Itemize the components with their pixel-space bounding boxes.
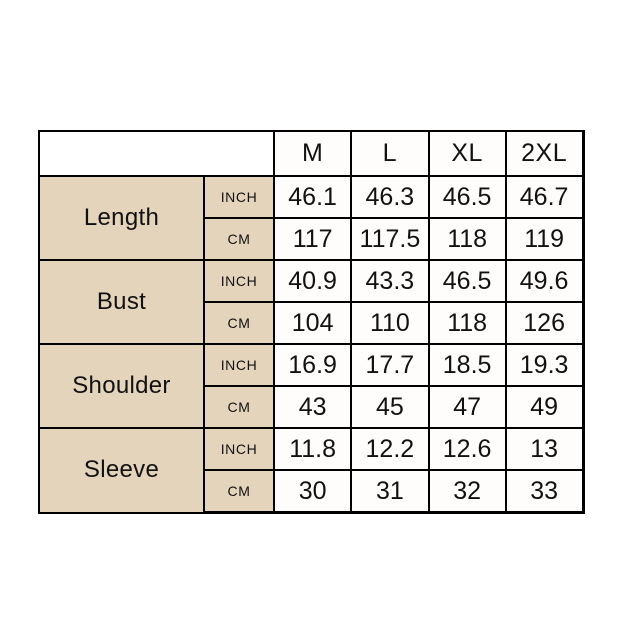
unit-label-cm: CM (203, 385, 275, 429)
cell-shoulder-inch-l: 17.7 (350, 343, 430, 387)
cell-bust-inch-m: 40.9 (272, 259, 353, 303)
cell-sleeve-cm-l: 31 (350, 469, 430, 514)
table-row-sleeve-cm: CM 30 31 32 33 (39, 469, 585, 514)
cell-sleeve-inch-m: 11.8 (272, 427, 353, 471)
cell-shoulder-inch-xl: 18.5 (427, 343, 507, 387)
unit-label-inch: INCH (203, 343, 275, 387)
cell-shoulder-cm-m: 43 (272, 385, 353, 429)
cell-shoulder-cm-l: 45 (350, 385, 430, 429)
row-header-shoulder: Shoulder (38, 343, 205, 429)
column-header-size-xl: XL (427, 130, 507, 177)
cell-sleeve-inch-2xl: 13 (504, 427, 585, 471)
table-row-shoulder-cm: CM 43 45 47 49 (39, 385, 585, 429)
cell-shoulder-inch-2xl: 19.3 (504, 343, 585, 387)
cell-length-inch-2xl: 46.7 (504, 175, 585, 219)
size-chart-table: M L XL 2XL Length INCH 46.1 46.3 46.5 46… (38, 130, 585, 514)
unit-label-cm: CM (203, 469, 275, 514)
cell-bust-cm-m: 104 (272, 301, 353, 345)
table-row-length-cm: CM 117 117.5 118 119 (39, 217, 585, 261)
cell-length-cm-l: 117.5 (350, 217, 430, 261)
unit-label-inch: INCH (203, 427, 275, 471)
size-chart-container: M L XL 2XL Length INCH 46.1 46.3 46.5 46… (38, 130, 585, 514)
cell-bust-inch-2xl: 49.6 (504, 259, 585, 303)
column-header-size-l: L (350, 130, 430, 177)
cell-length-cm-xl: 118 (427, 217, 507, 261)
cell-bust-cm-xl: 118 (427, 301, 507, 345)
row-header-bust: Bust (38, 259, 205, 345)
cell-shoulder-cm-xl: 47 (427, 385, 507, 429)
corner-cell (38, 130, 275, 177)
table-row-shoulder-inch: Shoulder INCH 16.9 17.7 18.5 19.3 (38, 343, 585, 429)
row-header-sleeve: Sleeve (38, 427, 205, 514)
cell-length-inch-xl: 46.5 (427, 175, 507, 219)
column-header-size-2xl: 2XL (504, 130, 585, 177)
cell-bust-cm-l: 110 (350, 301, 430, 345)
cell-bust-inch-xl: 46.5 (427, 259, 507, 303)
cell-sleeve-inch-xl: 12.6 (427, 427, 507, 471)
row-header-length: Length (38, 175, 205, 261)
table-row-bust-inch: Bust INCH 40.9 43.3 46.5 49.6 (38, 259, 585, 345)
table-body: Length INCH 46.1 46.3 46.5 46.7 CM 117 1… (38, 175, 585, 514)
cell-shoulder-cm-2xl: 49 (504, 385, 585, 429)
table-row-sleeve-inch: Sleeve INCH 11.8 12.2 12.6 13 (38, 427, 585, 514)
unit-label-cm: CM (203, 301, 275, 345)
cell-length-cm-2xl: 119 (504, 217, 585, 261)
column-header-size-m: M (272, 130, 353, 177)
cell-bust-inch-l: 43.3 (350, 259, 430, 303)
cell-sleeve-cm-2xl: 33 (504, 469, 585, 514)
table-header: M L XL 2XL (38, 130, 585, 177)
unit-label-cm: CM (203, 217, 275, 261)
cell-shoulder-inch-m: 16.9 (272, 343, 353, 387)
unit-label-inch: INCH (203, 259, 275, 303)
table-row-length-inch: Length INCH 46.1 46.3 46.5 46.7 (38, 175, 585, 261)
cell-length-inch-l: 46.3 (350, 175, 430, 219)
cell-length-inch-m: 46.1 (272, 175, 353, 219)
cell-sleeve-inch-l: 12.2 (350, 427, 430, 471)
cell-sleeve-cm-m: 30 (272, 469, 353, 514)
table-row-bust-cm: CM 104 110 118 126 (39, 301, 585, 345)
cell-length-cm-m: 117 (272, 217, 353, 261)
header-row: M L XL 2XL (38, 130, 585, 177)
cell-sleeve-cm-xl: 32 (427, 469, 507, 514)
unit-label-inch: INCH (203, 175, 275, 219)
cell-bust-cm-2xl: 126 (504, 301, 585, 345)
